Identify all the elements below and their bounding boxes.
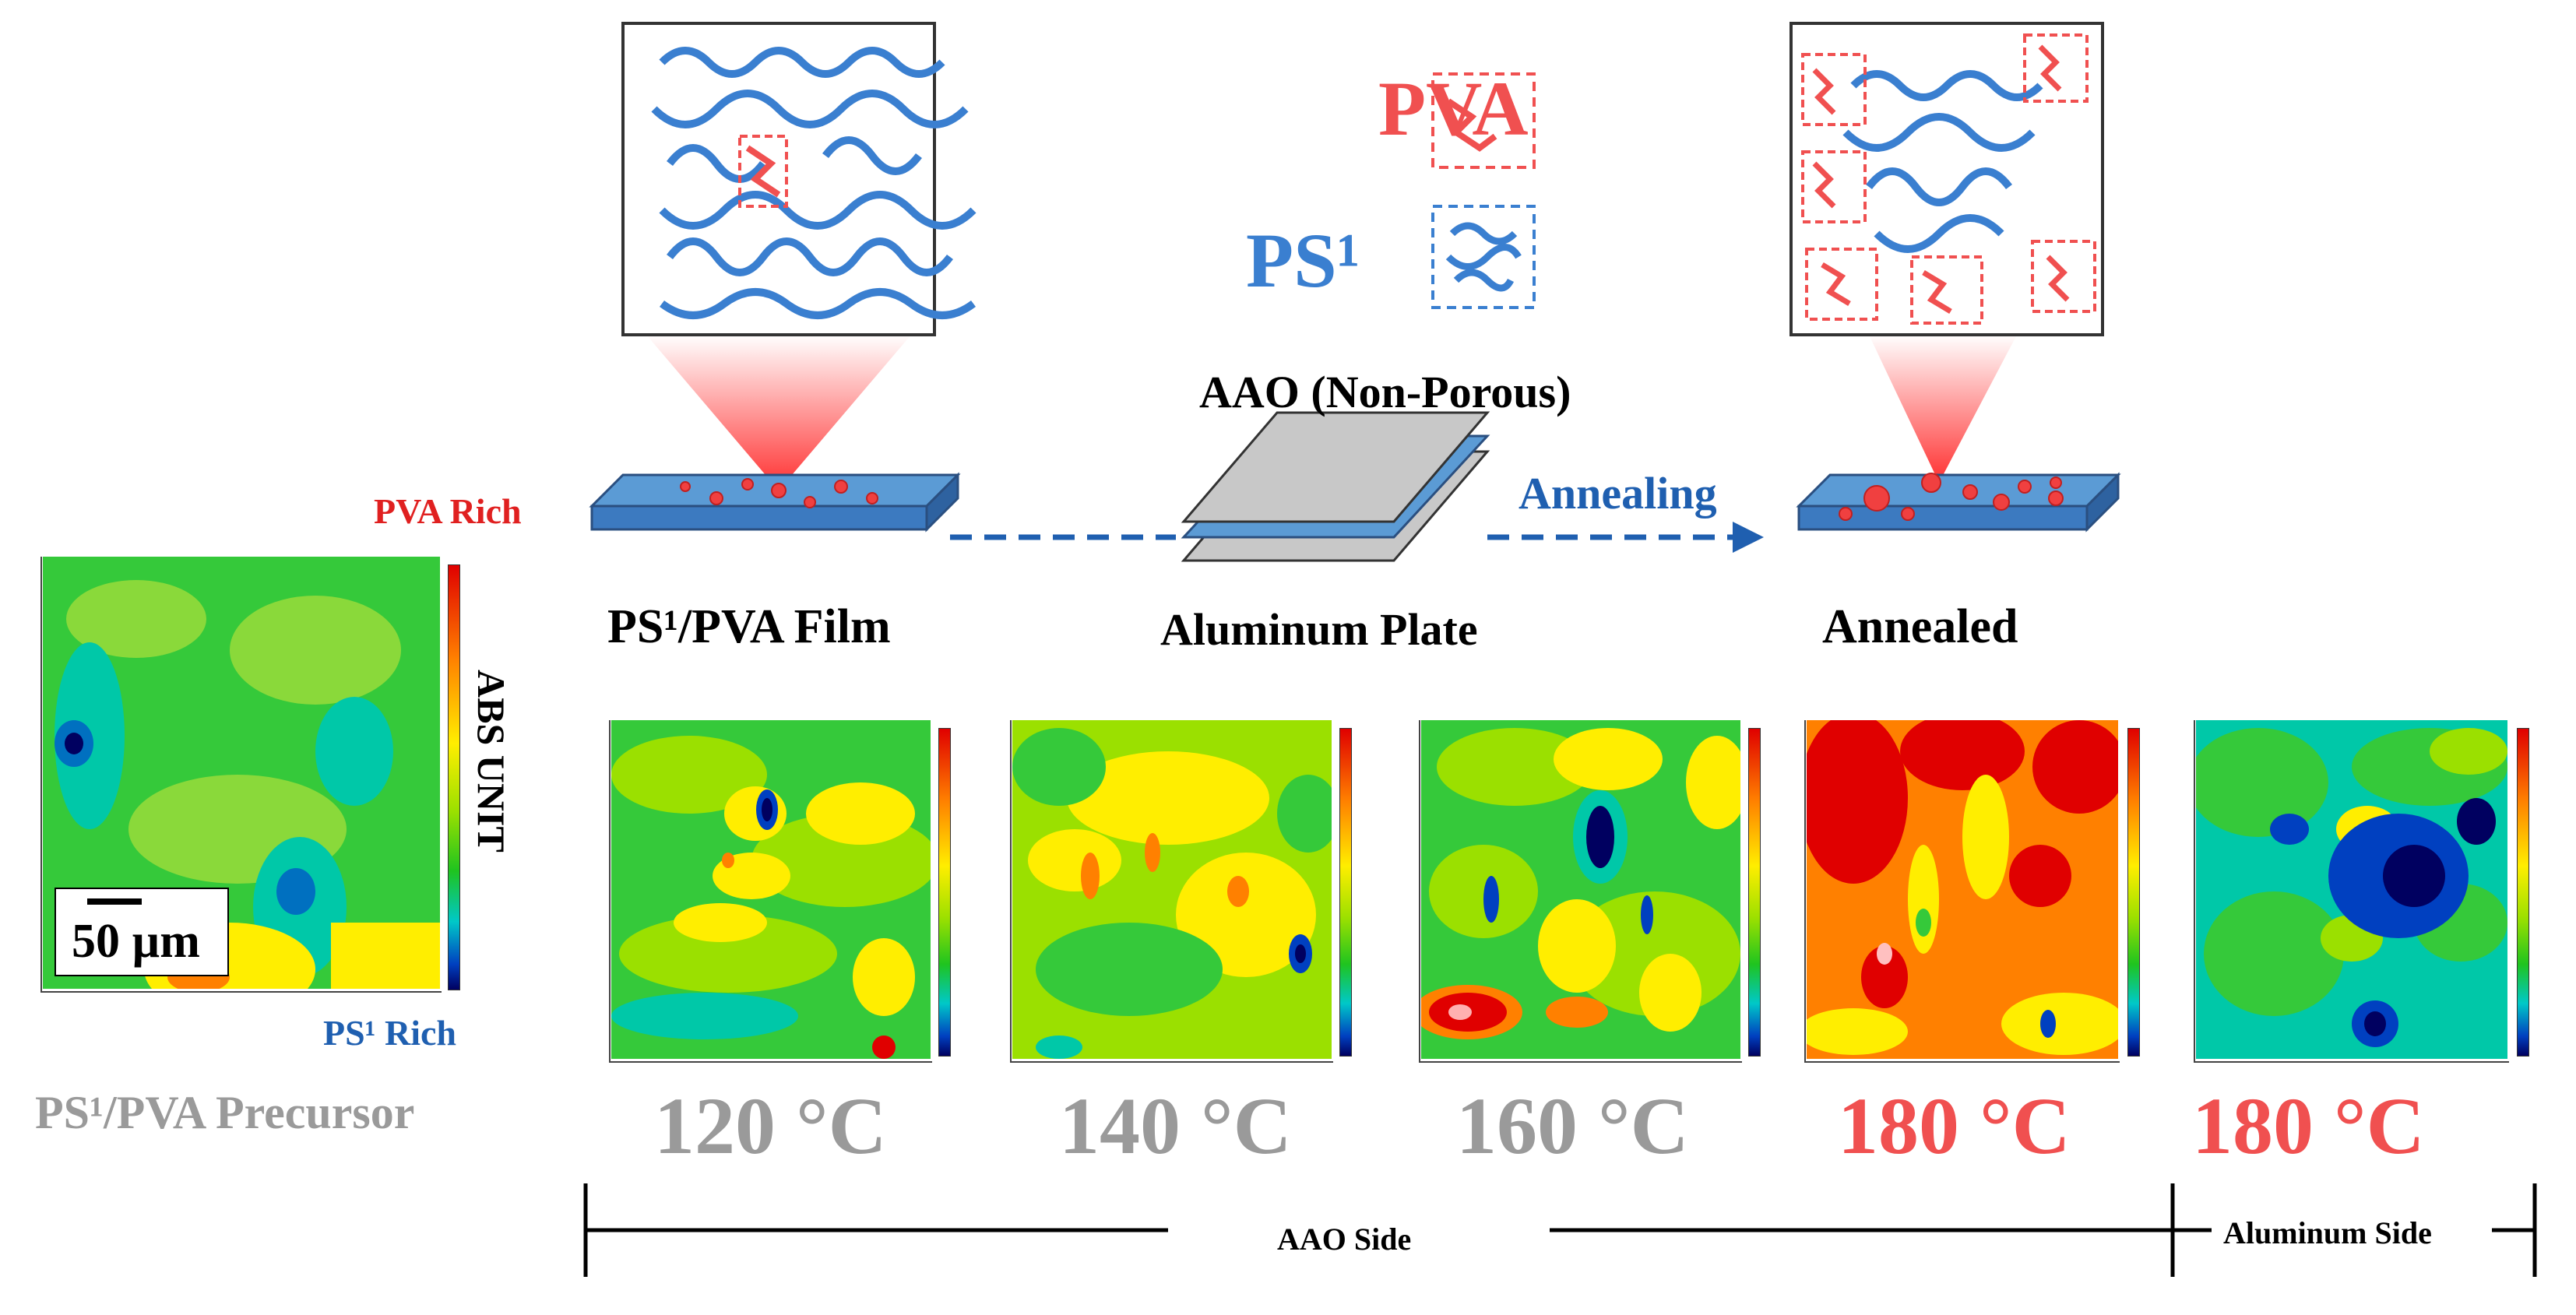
map-180-aao xyxy=(1807,720,2118,1059)
aao-plate-shape xyxy=(1181,411,1490,523)
aluminum-side-label: Aluminum Side xyxy=(2223,1215,2432,1250)
pva-legend-label: PVA xyxy=(1378,65,1529,152)
aao-label: AAO (Non-Porous) xyxy=(1199,367,1571,417)
pva-chain-film xyxy=(745,145,781,198)
side-brackets xyxy=(583,1183,2537,1277)
precursor-map: 50 µm xyxy=(43,557,440,989)
temp-label-140: 140 °C xyxy=(1059,1081,1292,1171)
ps-legend-icon xyxy=(1445,222,1522,292)
zoom-cone-film xyxy=(646,335,911,490)
ps-legend-box xyxy=(1431,205,1536,309)
zoom-cone-annealed xyxy=(1869,335,2017,483)
map-180-aluminum xyxy=(2196,720,2507,1059)
pva-domains-film xyxy=(680,478,878,508)
temp-label-160: 160 °C xyxy=(1456,1081,1689,1171)
ps-chain-cluster-film xyxy=(651,47,977,319)
temp-label-180-aao: 180 °C xyxy=(1838,1081,2071,1171)
abs-unit-label: ABS UNIT xyxy=(470,670,513,853)
precursor-caption: PS¹/PVA Precursor xyxy=(35,1087,415,1138)
annealing-label: Annealing xyxy=(1519,468,1717,519)
pva-legend-box xyxy=(1431,72,1536,169)
pva-legend-icon xyxy=(1446,98,1497,152)
scale-bar-label: 50 µm xyxy=(72,915,200,968)
precursor-colorbar xyxy=(448,564,460,990)
temp-label-120: 120 °C xyxy=(654,1081,887,1171)
annealed-substrate xyxy=(1796,473,2121,508)
temp-label-180-aluminum: 180 °C xyxy=(2192,1081,2425,1171)
aao-side-label: AAO Side xyxy=(1277,1222,1412,1257)
annealed-label: Annealed xyxy=(1822,600,2018,653)
zoom-box-film xyxy=(621,22,936,336)
pva-domains-annealed xyxy=(1839,473,2064,521)
arrow-head xyxy=(1733,522,1764,553)
map-140 xyxy=(1012,720,1332,1059)
scale-bar-box: 50 µm xyxy=(55,888,229,976)
pva-rich-label: PVA Rich xyxy=(374,491,522,531)
ps-legend-label: PS¹ xyxy=(1246,217,1360,304)
schematic xyxy=(589,22,2121,562)
pva-chains-annealed xyxy=(1812,44,2070,315)
map-120 xyxy=(611,720,931,1059)
scale-bar xyxy=(87,898,142,905)
map-160 xyxy=(1421,720,1740,1059)
ps-rich-label: PS¹ Rich xyxy=(323,1013,456,1053)
aluminum-plate-label: Aluminum Plate xyxy=(1160,604,1478,655)
film-label: PS¹/PVA Film xyxy=(607,600,891,653)
